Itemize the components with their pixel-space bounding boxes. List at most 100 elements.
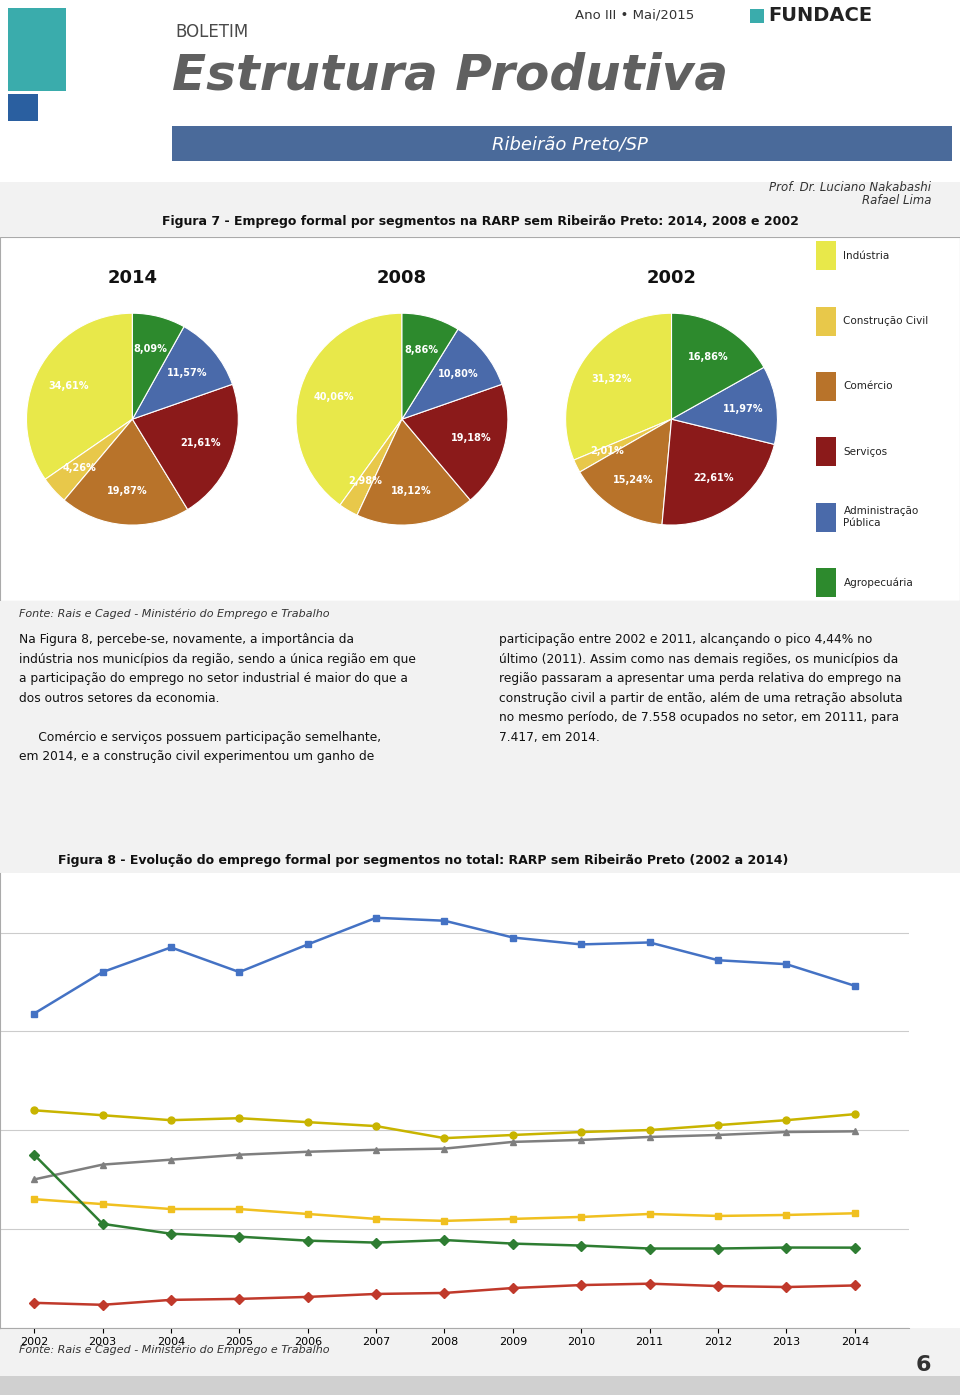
- Comércio: [233, 1147, 245, 1163]
- Construção Civil: [644, 1275, 656, 1292]
- Agropecuária: [780, 1239, 792, 1256]
- Comércio: [644, 1129, 656, 1145]
- Wedge shape: [132, 314, 184, 418]
- Text: BOLETIM: BOLETIM: [175, 24, 249, 42]
- Wedge shape: [357, 418, 470, 525]
- Indústria: [507, 929, 518, 946]
- Agropecuária: [849, 1239, 860, 1256]
- Comércio: [507, 1134, 518, 1151]
- Agropecuária: [233, 1229, 245, 1246]
- Text: Prof. Dr. Luciano Nakabashi: Prof. Dr. Luciano Nakabashi: [769, 181, 931, 194]
- Construção Civil: [97, 1296, 108, 1313]
- Administração Pública: [165, 1201, 177, 1218]
- Text: 11,57%: 11,57%: [167, 368, 207, 378]
- Indústria: [165, 939, 177, 956]
- Wedge shape: [402, 329, 502, 418]
- Bar: [8, 8, 66, 91]
- Administração Pública: [302, 1205, 314, 1222]
- Indústria: [644, 935, 656, 951]
- Comércio: [780, 1123, 792, 1140]
- Serviços: [849, 1106, 860, 1123]
- Administração Pública: [233, 1201, 245, 1218]
- Comércio: [302, 1144, 314, 1161]
- Line: Comércio: Comércio: [31, 1129, 858, 1183]
- Bar: [816, 241, 836, 271]
- Construção Civil: [233, 1290, 245, 1307]
- Administração Pública: [371, 1211, 382, 1228]
- Indústria: [849, 978, 860, 995]
- Bar: [816, 437, 836, 466]
- Agropecuária: [165, 1225, 177, 1242]
- Text: Comércio: Comércio: [844, 381, 893, 392]
- Text: 8,09%: 8,09%: [133, 345, 167, 354]
- Line: Serviços: Serviços: [31, 1106, 858, 1141]
- Construção Civil: [712, 1278, 724, 1295]
- Text: 4,26%: 4,26%: [62, 463, 96, 473]
- Comércio: [97, 1156, 108, 1173]
- Administração Pública: [575, 1208, 587, 1225]
- Text: Agropecuária: Agropecuária: [844, 578, 913, 587]
- Agropecuária: [29, 1147, 40, 1163]
- Comércio: [575, 1131, 587, 1148]
- Text: 31,32%: 31,32%: [591, 374, 632, 384]
- Serviços: [29, 1102, 40, 1119]
- Text: Figura 8 - Evolução do emprego formal por segmentos no total: RARP sem Ribeirão : Figura 8 - Evolução do emprego formal po…: [58, 854, 788, 866]
- Agropecuária: [439, 1232, 450, 1249]
- Bar: [172, 126, 952, 162]
- Line: Agropecuária: Agropecuária: [31, 1151, 858, 1251]
- Indústria: [780, 956, 792, 972]
- Agropecuária: [97, 1215, 108, 1232]
- Text: Administração
Pública: Administração Pública: [844, 506, 919, 529]
- Wedge shape: [565, 314, 672, 460]
- Text: Fonte: Rais e Caged - Ministério do Emprego e Trabalho: Fonte: Rais e Caged - Ministério do Empr…: [19, 608, 329, 619]
- Indústria: [29, 1006, 40, 1023]
- Serviços: [712, 1117, 724, 1134]
- Indústria: [575, 936, 587, 953]
- Text: 34,61%: 34,61%: [48, 381, 89, 391]
- Line: Construção Civil: Construção Civil: [31, 1281, 858, 1309]
- Wedge shape: [27, 314, 132, 480]
- Construção Civil: [507, 1279, 518, 1296]
- Indústria: [97, 964, 108, 981]
- Indústria: [371, 910, 382, 926]
- Agropecuária: [507, 1235, 518, 1251]
- Comércio: [439, 1140, 450, 1156]
- Bar: [0, 1375, 960, 1395]
- Construção Civil: [165, 1292, 177, 1309]
- Bar: [816, 568, 836, 597]
- Indústria: [233, 964, 245, 981]
- Agropecuária: [712, 1240, 724, 1257]
- Construção Civil: [371, 1286, 382, 1303]
- Line: Indústria: Indústria: [31, 914, 858, 1017]
- Text: 10,80%: 10,80%: [438, 370, 478, 379]
- Bar: [816, 372, 836, 400]
- Serviços: [97, 1106, 108, 1123]
- Serviços: [507, 1127, 518, 1144]
- Agropecuária: [644, 1240, 656, 1257]
- Text: Construção Civil: Construção Civil: [844, 317, 928, 326]
- Administração Pública: [29, 1191, 40, 1208]
- Text: 21,61%: 21,61%: [180, 438, 221, 448]
- Construção Civil: [439, 1285, 450, 1302]
- Comércio: [371, 1141, 382, 1158]
- Legend: Indústria, Construção Civil, Comércio, Serviços, Administração Pública, Agropecu: Indústria, Construção Civil, Comércio, S…: [168, 1378, 742, 1395]
- Text: 18,12%: 18,12%: [391, 485, 432, 495]
- Agropecuária: [371, 1235, 382, 1251]
- Wedge shape: [64, 418, 187, 525]
- Wedge shape: [340, 418, 402, 515]
- Wedge shape: [45, 418, 132, 501]
- Text: Na Figura 8, percebe-se, novamente, a importância da
indústria nos municípios da: Na Figura 8, percebe-se, novamente, a im…: [19, 633, 416, 763]
- Title: 2002: 2002: [646, 269, 697, 286]
- Text: participação entre 2002 e 2011, alcançando o pico 4,44% no
último (2011). Assim : participação entre 2002 e 2011, alcançan…: [499, 633, 902, 744]
- Comércio: [849, 1123, 860, 1140]
- Text: Figura 7 - Emprego formal por segmentos na RARP sem Ribeirão Preto: 2014, 2008 e: Figura 7 - Emprego formal por segmentos …: [161, 215, 799, 227]
- Serviços: [644, 1122, 656, 1138]
- Text: Indústria: Indústria: [844, 251, 890, 261]
- Text: Serviços: Serviços: [844, 446, 888, 456]
- Text: 2,98%: 2,98%: [348, 476, 382, 487]
- Serviços: [302, 1113, 314, 1130]
- Line: Administração Pública: Administração Pública: [31, 1196, 858, 1225]
- Serviços: [780, 1112, 792, 1129]
- Wedge shape: [132, 384, 238, 509]
- Text: 40,06%: 40,06%: [313, 392, 353, 402]
